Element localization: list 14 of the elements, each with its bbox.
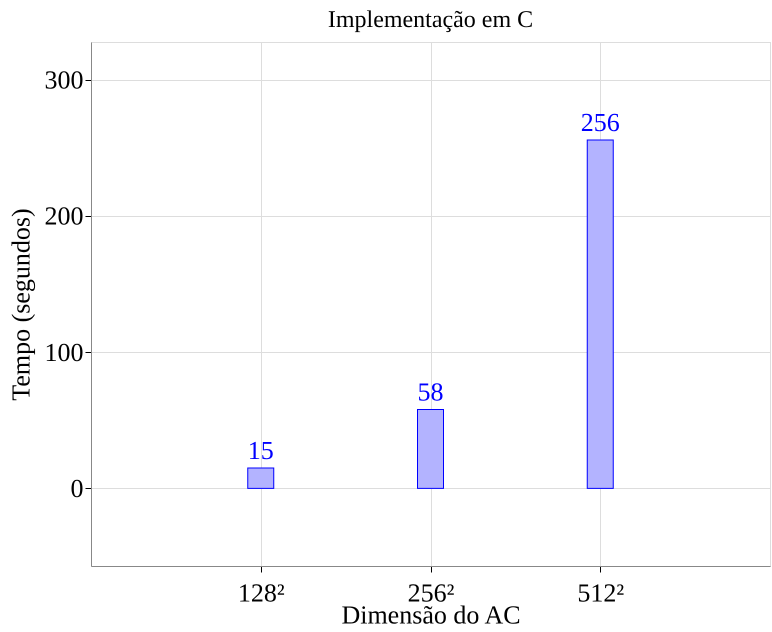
chart-title: Implementação em C bbox=[328, 7, 534, 33]
y-tick-label: 300 bbox=[44, 66, 84, 95]
data-label: 58 bbox=[418, 377, 444, 406]
y-axis-title: Tempo (segundos) bbox=[6, 208, 36, 401]
bar bbox=[247, 468, 274, 489]
y-tick-label: 200 bbox=[44, 202, 84, 231]
x-tick-label: 128² bbox=[238, 578, 285, 608]
data-label: 256 bbox=[580, 108, 620, 137]
x-tick-label: 512² bbox=[577, 578, 624, 608]
bar bbox=[417, 408, 444, 489]
y-tick-label: 100 bbox=[44, 338, 84, 367]
bar bbox=[586, 139, 614, 489]
data-label: 15 bbox=[248, 436, 274, 466]
y-tick-label: 0 bbox=[70, 474, 84, 503]
